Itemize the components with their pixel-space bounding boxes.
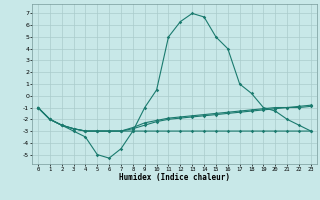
X-axis label: Humidex (Indice chaleur): Humidex (Indice chaleur) bbox=[119, 173, 230, 182]
